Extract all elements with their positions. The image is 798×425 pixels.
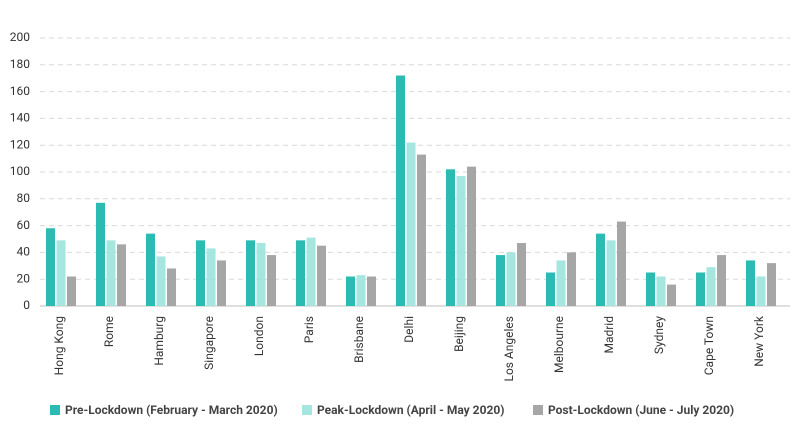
bar <box>667 284 676 306</box>
bar <box>406 142 416 306</box>
bar <box>306 237 316 306</box>
bar <box>367 276 376 306</box>
bar <box>217 260 226 306</box>
x-tick-label: New York <box>752 315 766 367</box>
bar <box>606 240 616 306</box>
y-tick-label: 120 <box>10 137 30 151</box>
y-tick-label: 100 <box>10 164 30 178</box>
y-tick-label: 140 <box>10 111 30 125</box>
legend-swatch <box>302 405 312 415</box>
bar <box>206 248 216 306</box>
bar <box>467 166 476 306</box>
y-tick-label: 180 <box>10 57 30 71</box>
y-tick-label: 20 <box>17 271 31 285</box>
bar <box>267 255 276 306</box>
bar <box>717 255 726 306</box>
bar <box>256 243 266 306</box>
x-tick-label: Delhi <box>402 316 416 343</box>
bar <box>446 169 455 306</box>
bar <box>196 240 205 306</box>
y-tick-label: 160 <box>10 84 30 98</box>
x-tick-label: Melbourne <box>552 316 566 373</box>
bar <box>767 263 776 306</box>
bar <box>456 176 466 306</box>
bar <box>317 245 326 306</box>
bar <box>556 260 566 306</box>
x-tick-label: Sydney <box>652 316 666 354</box>
legend-swatch <box>533 405 543 415</box>
y-tick-label: 200 <box>10 30 30 44</box>
bar <box>96 202 105 306</box>
x-tick-label: London <box>252 316 266 356</box>
bar <box>296 240 305 306</box>
x-tick-label: Rome <box>102 316 116 347</box>
bar <box>106 240 116 306</box>
bar <box>656 276 666 306</box>
x-tick-label: Paris <box>302 316 316 343</box>
bar <box>417 154 426 306</box>
x-tick-label: Beijing <box>452 316 466 352</box>
bar <box>617 221 626 306</box>
bar <box>56 240 66 306</box>
y-tick-label: 40 <box>17 245 31 259</box>
bar <box>696 272 705 306</box>
x-tick-label: Hong Kong <box>52 316 66 375</box>
legend-label: Post-Lockdown (June - July 2020) <box>548 403 734 417</box>
y-tick-label: 60 <box>17 218 31 232</box>
y-tick-label: 0 <box>23 298 30 312</box>
bar <box>396 75 405 307</box>
x-tick-label: Hamburg <box>152 316 166 366</box>
bar <box>746 260 755 306</box>
x-tick-label: Cape Town <box>702 316 716 375</box>
x-tick-label: Los Angeles <box>502 316 516 382</box>
bar <box>346 276 355 306</box>
legend-label: Pre-Lockdown (February - March 2020) <box>65 403 278 417</box>
bar <box>146 233 155 306</box>
bar <box>167 268 176 306</box>
bar <box>496 255 505 306</box>
bar <box>567 252 576 306</box>
legend-label: Peak-Lockdown (April - May 2020) <box>317 403 504 417</box>
x-tick-label: Madrid <box>602 316 616 354</box>
bar <box>156 256 166 306</box>
bar <box>117 244 126 306</box>
bar <box>756 276 766 306</box>
bar <box>646 272 655 306</box>
bar <box>46 228 55 306</box>
bar <box>506 252 516 306</box>
x-tick-label: Brisbane <box>352 316 366 363</box>
bar <box>517 243 526 306</box>
bar <box>246 240 255 306</box>
bar <box>596 233 605 306</box>
bar <box>706 267 716 306</box>
legend-swatch <box>50 405 60 415</box>
bar <box>67 276 76 306</box>
bar <box>356 275 366 306</box>
x-tick-label: Singapore <box>202 316 216 370</box>
bar <box>546 272 555 306</box>
y-tick-label: 80 <box>17 191 31 205</box>
